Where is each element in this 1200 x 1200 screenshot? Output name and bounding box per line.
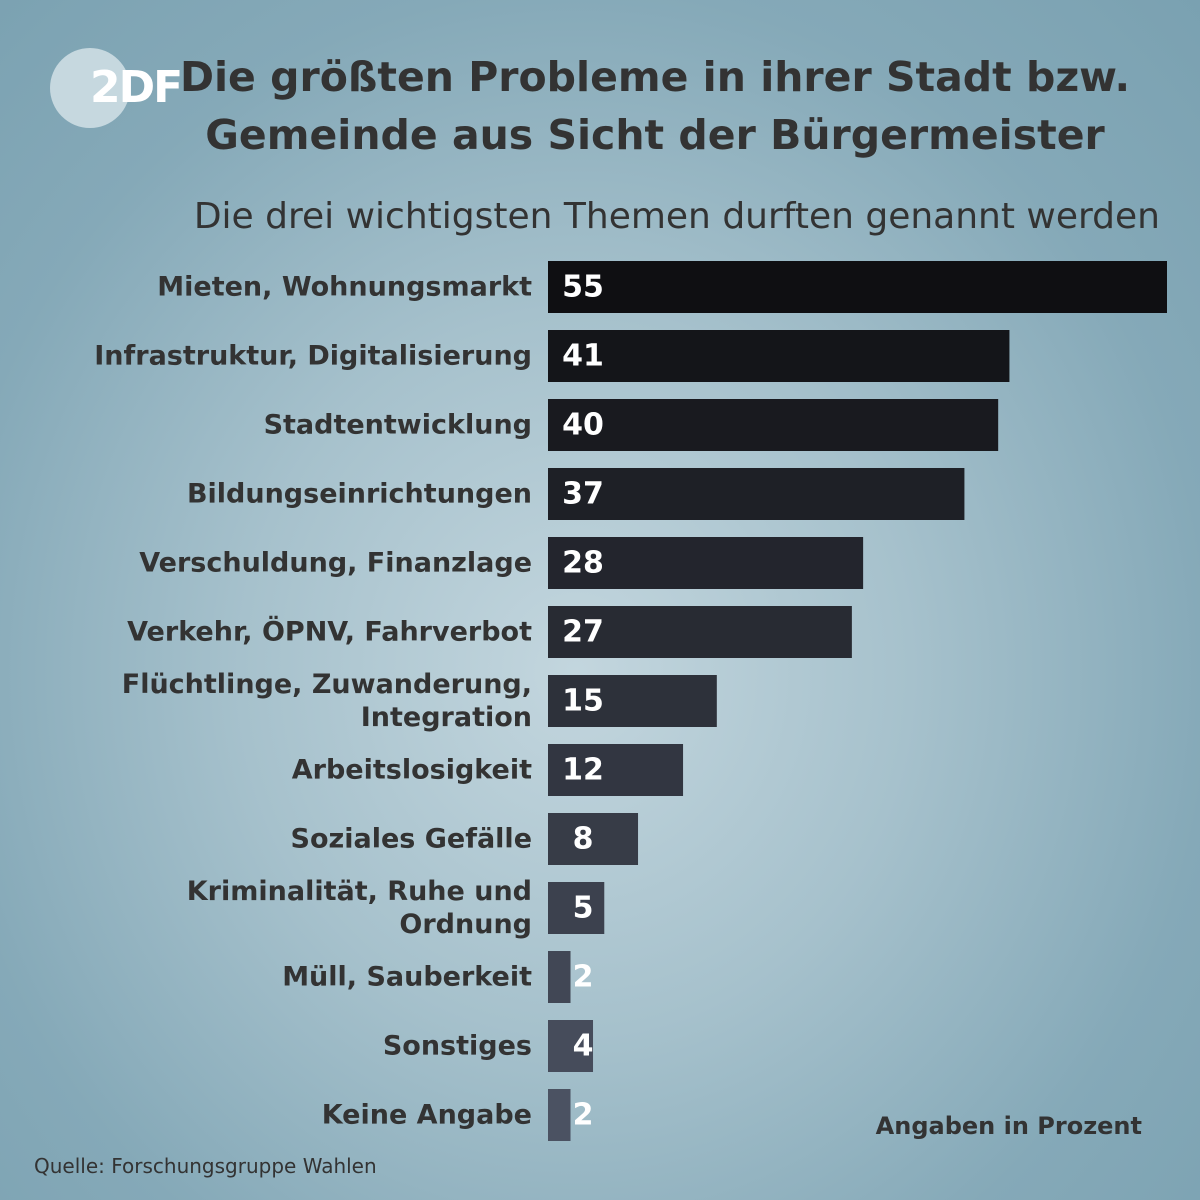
bar-13: [548, 1089, 571, 1141]
category-label-13: Keine Angabe: [322, 1100, 532, 1131]
value-label-8: 12: [562, 753, 604, 788]
category-label-4: Bildungseinrichtungen: [187, 479, 532, 510]
zdf-logo: 2DF: [90, 62, 183, 113]
value-label-4: 37: [562, 477, 604, 512]
category-label-1: Mieten, Wohnungsmarkt: [157, 272, 532, 303]
value-label-12: 4: [573, 1029, 594, 1064]
category-label-7: Flüchtlinge, Zuwanderung, Integration: [122, 669, 532, 733]
category-label-9: Soziales Gefälle: [291, 824, 532, 855]
value-label-9: 8: [573, 822, 594, 857]
category-label-3: Stadtentwicklung: [264, 410, 532, 441]
zdf-logo-circle: [50, 48, 130, 128]
bar-6: [548, 606, 852, 658]
bar-2: [548, 330, 1010, 382]
category-label-10: Kriminalität, Ruhe und Ordnung: [187, 876, 532, 940]
value-label-5: 28: [562, 546, 604, 581]
value-label-6: 27: [562, 615, 604, 650]
value-label-1: 55: [562, 270, 604, 305]
value-label-7: 15: [562, 684, 604, 719]
bar-3: [548, 399, 999, 451]
bar-10: [548, 882, 605, 934]
value-label-13: 2: [573, 1098, 594, 1133]
bar-8: [548, 744, 684, 796]
chart-title: Die größten Probleme in ihrer Stadt bzw.…: [179, 53, 1131, 159]
bar-11: [548, 951, 571, 1003]
value-label-11: 2: [573, 960, 594, 995]
category-label-2: Infrastruktur, Digitalisierung: [94, 341, 532, 372]
bar-7: [548, 675, 717, 727]
category-label-12: Sonstiges: [383, 1031, 532, 1062]
bar-4: [548, 468, 965, 520]
value-label-3: 40: [562, 408, 604, 443]
bar-5: [548, 537, 864, 589]
category-label-6: Verkehr, ÖPNV, Fahrverbot: [127, 615, 532, 648]
chart-subtitle: Die drei wichtigsten Themen durften gena…: [193, 196, 1160, 237]
value-label-2: 41: [562, 339, 604, 374]
category-label-8: Arbeitslosigkeit: [292, 755, 532, 786]
value-label-10: 5: [573, 891, 594, 926]
source-note: Quelle: Forschungsgruppe Wahlen: [34, 1154, 377, 1178]
bar-12: [548, 1020, 594, 1072]
category-label-11: Müll, Sauberkeit: [282, 962, 532, 993]
category-label-5: Verschuldung, Finanzlage: [139, 548, 532, 579]
bar-9: [548, 813, 639, 865]
bar-1: [548, 261, 1167, 313]
unit-note: Angaben in Prozent: [875, 1112, 1142, 1140]
